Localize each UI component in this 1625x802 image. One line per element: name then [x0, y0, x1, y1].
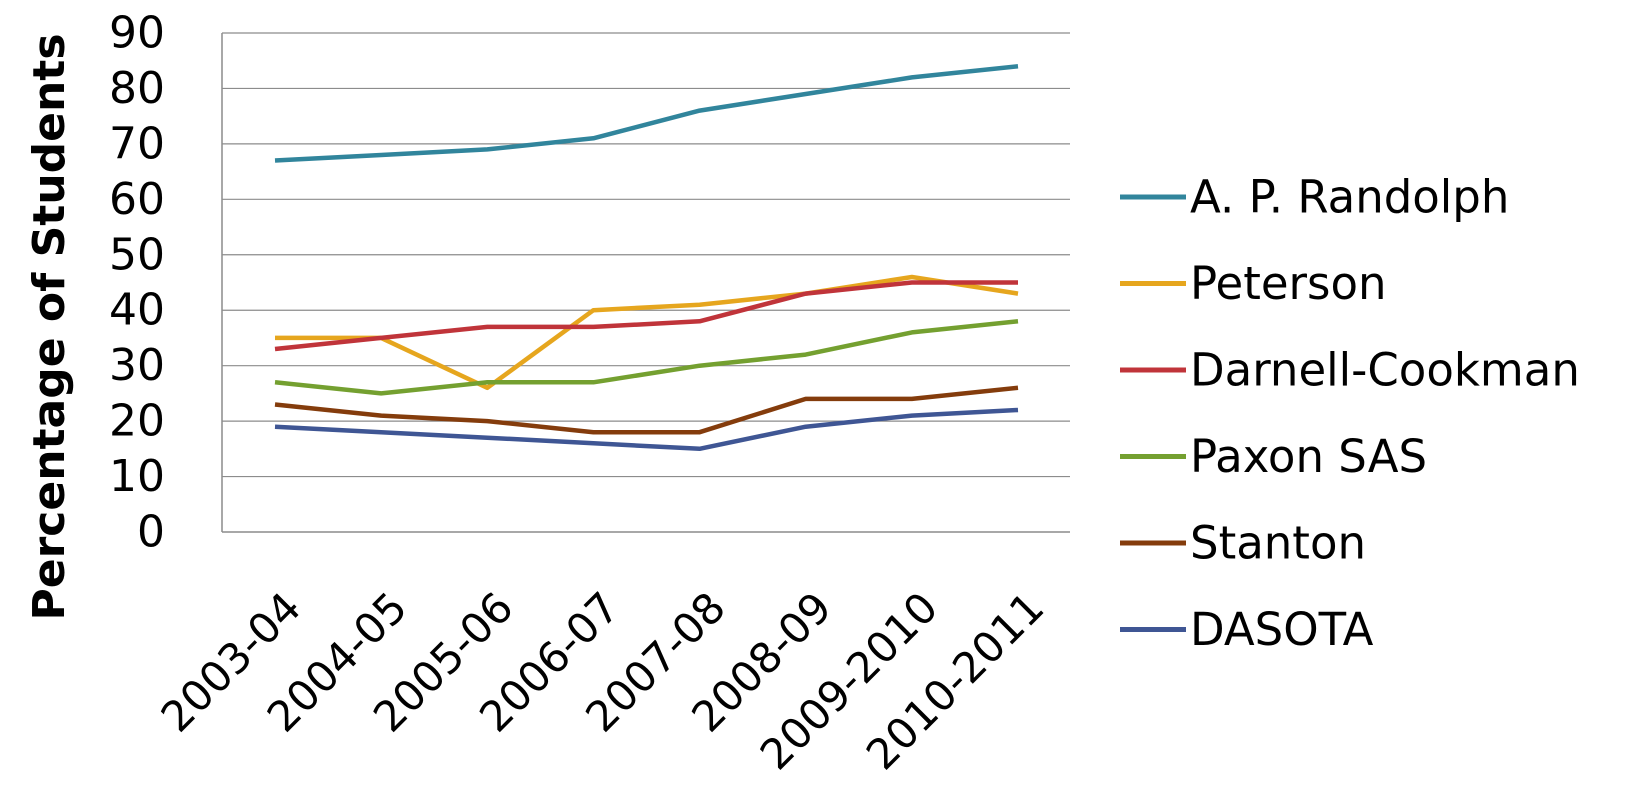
legend-label: DASOTA [1190, 603, 1374, 656]
series-line-darnell-cookman [274, 280, 1018, 352]
y-tick-label: 0 [137, 507, 165, 558]
series-line-paxon-sas [274, 319, 1019, 396]
series-line-dasota [274, 407, 1019, 452]
gridlines [222, 32, 1070, 478]
y-tick-label: 50 [109, 229, 165, 280]
series-lines [274, 64, 1019, 452]
y-tick-label: 20 [109, 396, 165, 447]
legend-item: Peterson [1120, 257, 1387, 310]
series-line-peterson [275, 274, 1019, 391]
y-tick-label: 40 [109, 285, 165, 336]
y-tick-label: 30 [109, 340, 165, 391]
y-tick-label: 80 [109, 63, 165, 114]
legend-label: Peterson [1190, 257, 1387, 310]
y-tick-label: 10 [109, 451, 165, 502]
legend-item: A. P. Randolph [1120, 171, 1509, 224]
series-line-a-p-randolph [274, 64, 1019, 163]
series-line-stanton [274, 385, 1019, 435]
legend-item: Stanton [1120, 517, 1366, 570]
legend-label: Paxon SAS [1190, 430, 1427, 483]
legend: A. P. Randolph Peterson Darnell-Cookman Pax… [1120, 171, 1580, 656]
y-axis-label: Percentage of Students [24, 33, 75, 620]
legend-item: Darnell-Cookman [1120, 344, 1580, 397]
x-axis-ticks: 2003-042004-052005-062006-072007-082008-… [152, 583, 1054, 780]
legend-label: A. P. Randolph [1190, 171, 1509, 224]
legend-label: Darnell-Cookman [1190, 344, 1580, 397]
y-tick-label: 70 [109, 118, 165, 169]
legend-item: Paxon SAS [1120, 430, 1427, 483]
y-tick-label: 90 [109, 8, 165, 59]
y-tick-label: 60 [109, 174, 165, 225]
axes [221, 33, 1070, 533]
legend-item: DASOTA [1120, 603, 1374, 656]
legend-label: Stanton [1190, 517, 1366, 570]
